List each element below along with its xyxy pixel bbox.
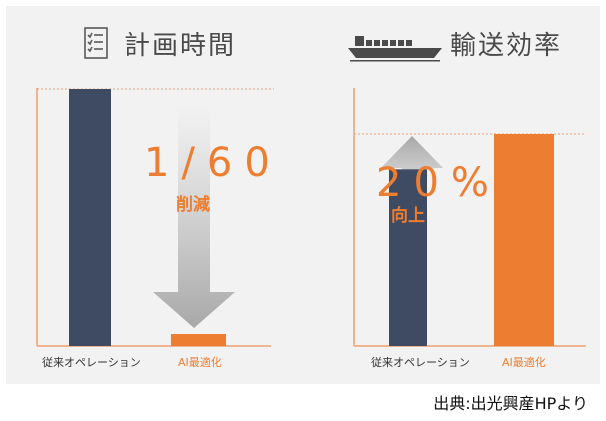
chart-left: 計画時間 1/60 削減 従来オペレーション AI最適化 <box>36 27 282 369</box>
chart-left-tick-conventional: 従来オペレーション <box>42 356 141 369</box>
chart-right-annotation-sub: 向上 <box>391 205 425 226</box>
charts-svg: 計画時間 1/60 削減 従来オペレーション AI最適化 <box>36 27 586 369</box>
chart-left-title: 計画時間 <box>124 31 236 61</box>
chart-right-title: 輸送効率 <box>450 31 562 61</box>
ship-icon <box>348 36 442 62</box>
chart-left-down-arrow <box>153 106 235 328</box>
checklist-icon <box>84 27 108 59</box>
chart-left-annotation-sub: 削減 <box>176 194 210 215</box>
chart-right-bar-ai <box>494 134 554 346</box>
chart-right-bar-conventional <box>389 169 427 346</box>
chart-right: 輸送効率 20% 向上 従来オペレーション AI最適化 <box>348 31 586 369</box>
chart-left-bar-ai <box>171 334 226 346</box>
chart-right-annotation: 20% <box>376 160 501 206</box>
chart-left-annotation: 1/60 <box>144 140 282 186</box>
chart-left-bar-conventional <box>69 89 111 346</box>
chart-panel: 計画時間 1/60 削減 従来オペレーション AI最適化 <box>6 6 600 384</box>
chart-right-tick-conventional: 従来オペレーション <box>371 356 470 369</box>
chart-left-tick-ai: AI最適化 <box>178 355 222 369</box>
source-caption: 出典:出光興産HPより <box>433 394 588 413</box>
chart-right-tick-ai: AI最適化 <box>502 355 546 369</box>
